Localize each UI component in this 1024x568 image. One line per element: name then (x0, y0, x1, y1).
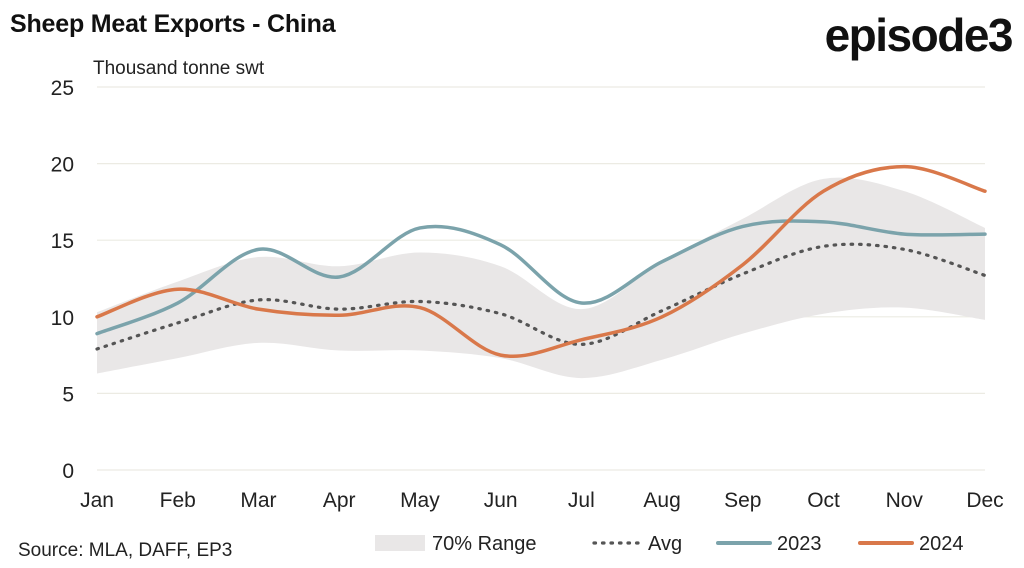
series-line-2023 (95, 219, 987, 336)
x-tick-label: Mar (240, 489, 276, 512)
x-axis-ticks: Jan Feb Mar Apr May Jun Jul Aug Sep Oct Nov Dec (80, 489, 1004, 512)
x-tick-label: Oct (807, 489, 840, 512)
x-tick-label: Sep (724, 489, 761, 512)
y-tick-label: 20 (51, 154, 74, 177)
x-tick-label: Jul (568, 489, 595, 512)
y-axis-ticks: 0 5 10 15 20 25 (51, 77, 74, 483)
y-tick-label: 15 (51, 230, 74, 253)
legend-label-avg: Avg (648, 533, 682, 555)
series-line-avg (95, 242, 987, 351)
y-tick-label: 25 (51, 77, 74, 100)
y-tick-label: 5 (62, 383, 74, 406)
y-axis-unit-label: Thousand tonne swt (93, 58, 265, 79)
y-tick-label: 10 (51, 307, 74, 330)
x-tick-label: Dec (966, 489, 1003, 512)
x-tick-label: May (400, 489, 440, 512)
source-note: Source: MLA, DAFF, EP3 (18, 540, 233, 561)
x-tick-label: Jan (80, 489, 114, 512)
x-tick-label: Aug (643, 489, 680, 512)
chart-title: Sheep Meat Exports - China (10, 10, 336, 38)
legend-label-2024: 2024 (919, 533, 964, 555)
x-tick-label: Nov (886, 489, 924, 512)
legend-label-range: 70% Range (432, 533, 537, 555)
y-tick-label: 0 (62, 460, 74, 483)
legend-swatch-range (375, 535, 425, 551)
legend: 70% Range Avg 2023 2024 (375, 533, 964, 555)
range-band-area (97, 177, 985, 379)
range-band (97, 177, 985, 379)
x-tick-label: Jun (484, 489, 518, 512)
x-tick-label: Feb (160, 489, 196, 512)
x-tick-label: Apr (323, 489, 356, 512)
brand-logo: episode3 (824, 9, 1014, 61)
legend-label-2023: 2023 (777, 533, 822, 555)
series-lines (95, 164, 987, 358)
series-line-2024 (95, 164, 987, 358)
